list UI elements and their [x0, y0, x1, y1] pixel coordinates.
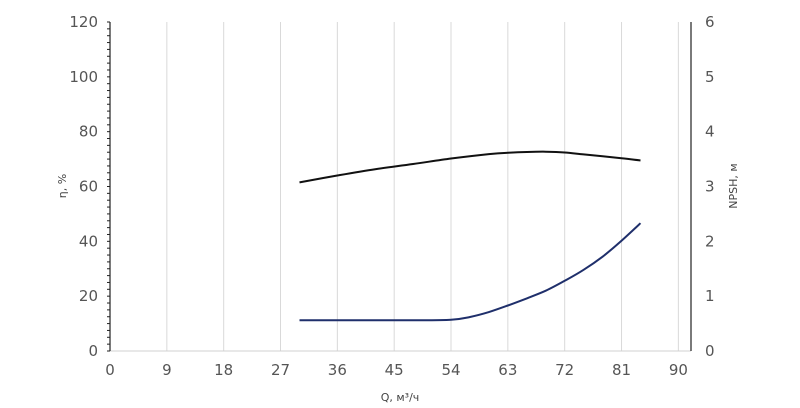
y-left-tick-label: 120: [69, 13, 98, 31]
y-right-tick-label: 5: [705, 68, 715, 86]
y-axis-minor-ticks: [107, 21, 110, 352]
x-tick-label: 45: [385, 361, 404, 379]
grid-lines: [166, 22, 679, 351]
y-right-axis-title: NPSH, м: [727, 163, 740, 208]
npsh-series-line: [299, 222, 642, 322]
y-right-tick-label: 2: [705, 232, 715, 250]
y-right-tick-label: 3: [705, 178, 715, 196]
x-tick-label: 90: [669, 361, 688, 379]
y-left-tick-label: 0: [88, 342, 98, 360]
x-axis-title: Q, м³/ч: [381, 391, 420, 404]
y-left-tick-label: 80: [79, 123, 98, 141]
y-left-tick-label: 40: [79, 232, 98, 250]
y-right-tick-label: 0: [705, 342, 715, 360]
x-tick-label: 72: [555, 361, 574, 379]
y-left-tick-label: 20: [79, 287, 98, 305]
y-left-tick-label: 60: [79, 178, 98, 196]
x-tick-label: 18: [214, 361, 233, 379]
x-tick-label: 81: [612, 361, 631, 379]
y-right-tick-label: 4: [705, 123, 715, 141]
y-left-axis-title: η, %: [56, 174, 69, 198]
series-group: [299, 150, 642, 322]
y-left-tick-label: 100: [69, 68, 98, 86]
y-left-tick-labels: 0 20 40 60 80 100 120: [69, 13, 98, 360]
y-right-tick-label: 1: [705, 287, 715, 305]
x-tick-label: 63: [498, 361, 517, 379]
x-tick-label: 54: [441, 361, 460, 379]
x-tick-label: 36: [328, 361, 347, 379]
x-tick-label: 0: [105, 361, 115, 379]
x-tick-label: 9: [162, 361, 172, 379]
y-right-tick-label: 6: [705, 13, 715, 31]
x-tick-label: 27: [271, 361, 290, 379]
efficiency-series-line: [299, 150, 641, 184]
x-tick-labels: 0 9 18 27 36 45 54 63 72 81 90: [105, 361, 688, 379]
y-right-tick-labels: 0 1 2 3 4 5 6: [705, 13, 715, 360]
